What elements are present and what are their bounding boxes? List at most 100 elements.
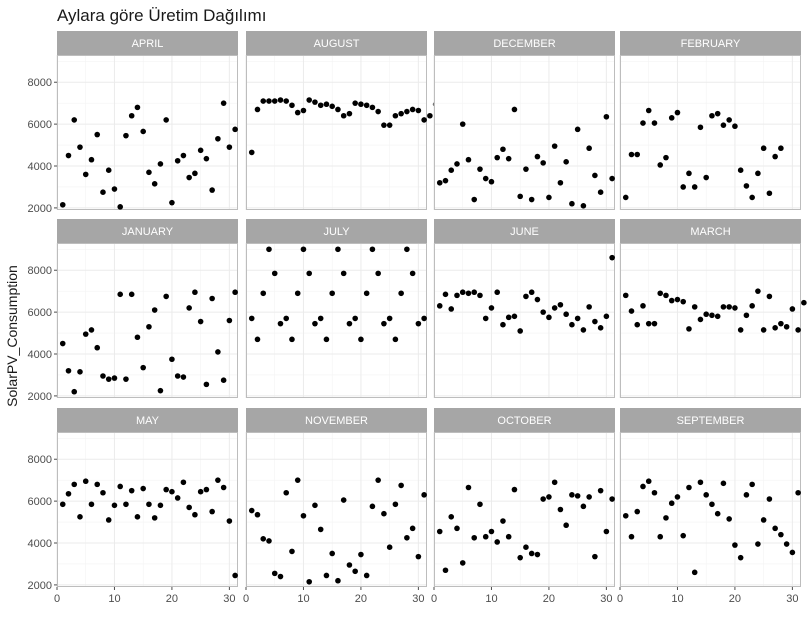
- data-point: [597, 325, 604, 331]
- data-point: [448, 167, 455, 174]
- data-point: [494, 154, 501, 161]
- data-point: [363, 290, 370, 297]
- data-point: [392, 112, 399, 119]
- x-tick-label: 0: [617, 593, 623, 605]
- panel-border: [434, 243, 615, 398]
- data-point: [772, 153, 778, 160]
- data-point: [306, 270, 313, 277]
- data-point: [271, 570, 278, 577]
- data-point: [789, 549, 796, 556]
- data-point: [404, 534, 410, 541]
- data-point: [415, 553, 422, 560]
- panel-background: [57, 243, 238, 398]
- panel-background: [57, 432, 238, 587]
- data-point: [329, 550, 335, 557]
- data-point: [65, 490, 72, 497]
- x-tick-label: 10: [108, 593, 120, 605]
- x-tick-label: 0: [431, 593, 437, 605]
- facet-panel: SEPTEMBER 0 10 20 30: [617, 408, 801, 605]
- data-point: [271, 98, 278, 104]
- facet-strip-label: OCTOBER: [497, 415, 551, 427]
- data-point: [65, 152, 72, 159]
- data-point: [749, 481, 755, 488]
- data-point: [369, 503, 376, 510]
- data-point: [465, 290, 472, 297]
- data-point: [778, 145, 784, 152]
- data-point: [180, 479, 187, 486]
- data-point: [294, 109, 301, 116]
- data-point: [157, 161, 164, 167]
- data-point: [100, 373, 106, 379]
- data-point: [323, 572, 330, 579]
- data-point: [352, 315, 358, 322]
- data-point: [180, 152, 187, 159]
- data-point: [59, 201, 66, 208]
- data-point: [523, 544, 529, 551]
- data-point: [580, 327, 587, 333]
- data-point: [580, 503, 587, 510]
- data-point: [381, 320, 387, 327]
- data-point: [755, 288, 761, 294]
- data-point: [77, 144, 83, 150]
- data-point: [459, 289, 466, 296]
- data-point: [128, 112, 135, 119]
- data-point: [346, 320, 353, 327]
- facet-panel: JANUARY 2000 4000 6000 8000: [28, 219, 238, 403]
- data-point: [289, 548, 295, 555]
- data-point: [471, 289, 478, 296]
- data-point: [300, 107, 307, 114]
- data-point: [760, 145, 767, 152]
- data-point: [778, 531, 784, 538]
- data-point: [628, 533, 635, 540]
- data-point: [82, 331, 89, 337]
- panel-border: [246, 243, 427, 398]
- data-point: [663, 515, 669, 521]
- data-point: [778, 320, 784, 327]
- data-point: [312, 320, 318, 327]
- data-point: [454, 161, 460, 167]
- data-point: [192, 511, 198, 518]
- data-point: [197, 318, 204, 325]
- data-point: [266, 246, 272, 253]
- data-point: [651, 489, 658, 496]
- y-tick-label: 6000: [28, 496, 52, 508]
- data-point: [358, 551, 364, 558]
- data-point: [505, 314, 512, 321]
- data-point: [651, 120, 658, 126]
- facet-strip: [57, 219, 238, 243]
- data-point: [674, 494, 681, 500]
- data-point: [789, 306, 796, 312]
- data-point: [703, 311, 709, 318]
- data-point: [335, 246, 341, 253]
- data-point: [82, 478, 89, 485]
- data-point: [597, 189, 604, 195]
- data-point: [517, 328, 523, 334]
- data-point: [82, 171, 89, 178]
- data-point: [766, 496, 773, 502]
- facet-strip: [246, 31, 427, 55]
- data-point: [546, 194, 552, 201]
- data-point: [220, 484, 227, 491]
- data-point: [657, 290, 664, 297]
- data-point: [459, 560, 466, 566]
- data-point: [448, 514, 455, 520]
- data-point: [215, 135, 221, 142]
- x-tick-label: 20: [543, 593, 555, 605]
- data-point: [266, 98, 272, 104]
- data-point: [546, 494, 552, 500]
- panel-border: [57, 55, 238, 210]
- panel-background: [620, 432, 801, 587]
- y-tick-label: 2000: [28, 580, 52, 592]
- data-point: [772, 525, 778, 532]
- facet-panel: MARCH: [619, 219, 807, 398]
- data-point: [743, 492, 750, 498]
- facet-strip: [620, 408, 801, 432]
- data-point: [634, 508, 641, 515]
- data-point: [203, 486, 210, 493]
- data-point: [645, 107, 652, 114]
- data-point: [574, 126, 581, 133]
- data-point: [163, 117, 169, 123]
- data-point: [691, 184, 698, 190]
- data-point: [186, 305, 192, 311]
